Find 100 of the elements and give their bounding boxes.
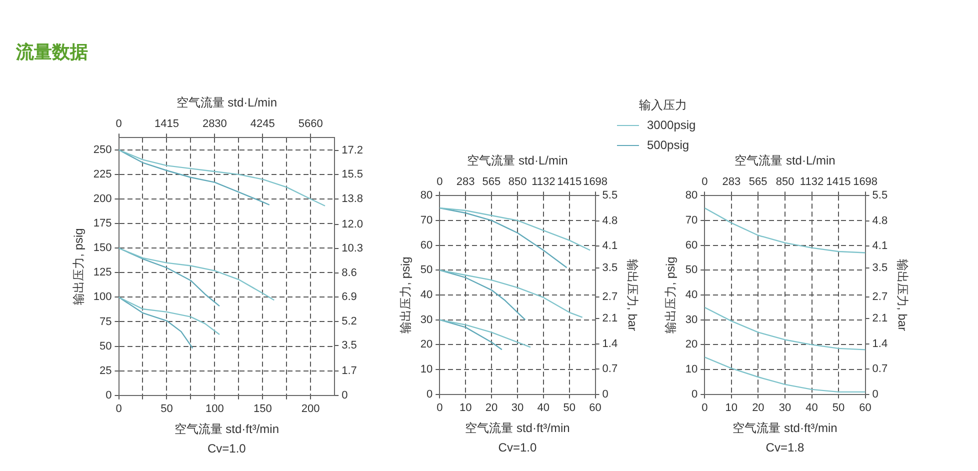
y2-tick-label: 2.7 bbox=[602, 290, 618, 303]
x-axis-title: 空气流量 std·ft³/min bbox=[465, 421, 570, 436]
y2-tick-label: 0.7 bbox=[602, 363, 618, 376]
y-tick-label: 250 bbox=[93, 144, 112, 156]
x2-tick-label: 565 bbox=[748, 176, 768, 188]
y-tick-label: 30 bbox=[420, 314, 433, 326]
x2-tick-label: 283 bbox=[456, 176, 475, 188]
y2-tick-label: 1.4 bbox=[602, 338, 618, 350]
y-tick-label: 20 bbox=[420, 338, 433, 351]
y-tick-label: 0 bbox=[426, 388, 433, 400]
x2-axis-title: 空气流量 std·L/min bbox=[734, 154, 836, 168]
y-tick-label: 30 bbox=[685, 314, 698, 326]
y-tick-label: 25 bbox=[100, 364, 112, 377]
x-tick-label: 30 bbox=[511, 402, 524, 414]
y-axis-title: 输出压力, psig bbox=[664, 256, 678, 334]
y2-tick-label: 2.7 bbox=[872, 290, 888, 303]
x-tick-label: 60 bbox=[589, 402, 602, 414]
y-tick-label: 50 bbox=[100, 340, 112, 352]
x2-tick-label: 1415 bbox=[826, 176, 851, 188]
y2-tick-label: 0 bbox=[872, 388, 878, 400]
x-tick-label: 0 bbox=[436, 402, 443, 414]
y2-tick-label: 4.8 bbox=[872, 214, 888, 227]
x2-axis-title: 空气流量 std·L/min bbox=[176, 96, 278, 110]
y2-axis-title: 输出压力, bar bbox=[895, 258, 910, 332]
y-tick-label: 70 bbox=[685, 214, 698, 226]
x2-axis-title: 空气流量 std·L/min bbox=[467, 154, 568, 168]
y-tick-label: 60 bbox=[420, 239, 433, 252]
y-tick-label: 70 bbox=[420, 214, 433, 226]
x2-tick-label: 850 bbox=[776, 176, 794, 188]
x-tick-label: 200 bbox=[301, 403, 320, 416]
legend-label: 3000psig bbox=[647, 118, 696, 132]
x-tick-label: 50 bbox=[160, 403, 173, 416]
y2-tick-label: 3.5 bbox=[602, 262, 618, 274]
y2-tick-label: 4.8 bbox=[602, 214, 618, 227]
y2-tick-label: 3.5 bbox=[872, 262, 888, 274]
x2-tick-label: 1132 bbox=[532, 176, 556, 188]
x2-tick-label: 0 bbox=[436, 176, 443, 188]
x2-tick-label: 2830 bbox=[202, 118, 227, 130]
y2-tick-label: 2.1 bbox=[602, 312, 618, 325]
x-tick-label: 30 bbox=[778, 402, 792, 414]
x2-tick-label: 1698 bbox=[853, 176, 878, 188]
x-tick-label: 20 bbox=[485, 402, 498, 414]
y-axis-title: 输出压力, psig bbox=[398, 256, 413, 334]
y2-tick-label: 15.5 bbox=[342, 168, 364, 181]
y-tick-label: 80 bbox=[685, 190, 698, 202]
x-tick-label: 10 bbox=[459, 402, 472, 414]
x-tick-label: 150 bbox=[253, 403, 272, 416]
x-tick-label: 0 bbox=[116, 403, 122, 416]
x-tick-label: 10 bbox=[725, 402, 738, 414]
legend-title: 输入压力 bbox=[638, 97, 688, 114]
x-tick-label: 40 bbox=[537, 402, 550, 414]
y-tick-label: 75 bbox=[100, 316, 112, 328]
y-tick-label: 40 bbox=[420, 289, 433, 302]
y-tick-label: 40 bbox=[685, 289, 698, 302]
y2-tick-label: 1.4 bbox=[872, 338, 888, 350]
y2-tick-label: 3.5 bbox=[342, 340, 357, 352]
x-axis-title: 空气流量 std·ft³/min bbox=[174, 422, 280, 436]
x2-tick-label: 1415 bbox=[557, 176, 582, 188]
x2-tick-label: 1415 bbox=[154, 118, 179, 130]
y2-axis-title: 输出压力, bar bbox=[625, 258, 640, 332]
y-tick-label: 10 bbox=[420, 364, 433, 376]
y-tick-label: 10 bbox=[685, 364, 698, 376]
y2-tick-label: 5.5 bbox=[602, 190, 618, 202]
x2-tick-label: 0 bbox=[116, 118, 122, 130]
y-tick-label: 0 bbox=[692, 388, 698, 400]
y2-tick-label: 0 bbox=[602, 388, 608, 400]
x-tick-label: 40 bbox=[806, 402, 818, 414]
x2-tick-label: 850 bbox=[508, 176, 527, 188]
y-tick-label: 0 bbox=[106, 389, 112, 402]
y-axis-title: 输出压力, psig bbox=[72, 228, 86, 305]
x-tick-label: 50 bbox=[563, 402, 576, 414]
x2-tick-label: 4245 bbox=[250, 118, 275, 130]
chart-title: 流量数据 bbox=[16, 41, 88, 64]
x2-tick-label: 565 bbox=[482, 176, 501, 188]
y2-tick-label: 1.7 bbox=[342, 365, 357, 378]
x2-tick-label: 1132 bbox=[800, 176, 824, 188]
y2-tick-label: 17.2 bbox=[342, 144, 364, 156]
y-tick-label: 150 bbox=[93, 242, 112, 254]
y-tick-label: 50 bbox=[420, 264, 433, 276]
x-tick-label: 50 bbox=[832, 402, 845, 414]
y2-tick-label: 10.3 bbox=[342, 242, 364, 255]
x2-tick-label: 283 bbox=[722, 176, 741, 188]
y2-tick-label: 6.9 bbox=[342, 291, 357, 304]
x-tick-label: 0 bbox=[702, 402, 708, 414]
y-tick-label: 200 bbox=[93, 193, 112, 206]
y2-tick-label: 4.1 bbox=[872, 240, 888, 252]
legend-label: 500psig bbox=[647, 138, 690, 152]
text: Cv=1.0 bbox=[207, 441, 246, 456]
y-tick-label: 225 bbox=[93, 168, 112, 180]
y2-tick-label: 8.6 bbox=[342, 266, 357, 279]
x-tick-label: 100 bbox=[206, 403, 224, 416]
x2-tick-label: 1698 bbox=[583, 176, 608, 188]
x2-tick-label: 5660 bbox=[298, 118, 323, 130]
text: Cv=1.0 bbox=[498, 440, 537, 454]
y2-tick-label: 4.1 bbox=[602, 240, 618, 252]
y-tick-label: 100 bbox=[93, 291, 112, 304]
y-tick-label: 50 bbox=[685, 264, 698, 276]
x2-tick-label: 0 bbox=[702, 176, 708, 188]
y2-tick-label: 12.0 bbox=[342, 218, 364, 231]
x-axis-title: 空气流量 std·ft³/min bbox=[732, 421, 838, 436]
